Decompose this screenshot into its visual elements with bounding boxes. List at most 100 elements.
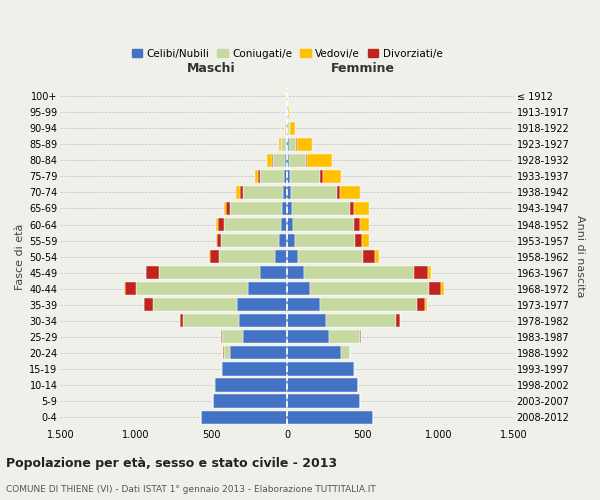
Bar bbox=[221, 362, 222, 376]
Bar bbox=[136, 282, 248, 296]
Bar bbox=[287, 314, 326, 328]
Bar bbox=[306, 154, 307, 167]
Bar bbox=[213, 394, 287, 407]
Bar bbox=[287, 106, 288, 119]
Bar bbox=[287, 170, 290, 183]
Bar bbox=[287, 330, 329, 344]
Bar bbox=[320, 170, 323, 183]
Bar bbox=[284, 170, 287, 183]
Bar bbox=[425, 298, 427, 312]
Bar bbox=[218, 218, 224, 231]
Bar bbox=[414, 266, 428, 280]
Bar bbox=[146, 266, 158, 280]
Bar bbox=[288, 122, 290, 135]
Bar bbox=[304, 266, 414, 280]
Bar bbox=[355, 202, 370, 215]
Bar bbox=[282, 202, 287, 215]
Y-axis label: Anni di nascita: Anni di nascita bbox=[575, 216, 585, 298]
Bar bbox=[224, 218, 281, 231]
Bar bbox=[353, 218, 359, 231]
Bar bbox=[396, 314, 400, 328]
Bar bbox=[287, 362, 353, 376]
Bar bbox=[285, 154, 287, 167]
Bar bbox=[209, 250, 210, 263]
Bar bbox=[210, 250, 219, 263]
Text: Femmine: Femmine bbox=[331, 62, 395, 76]
Bar bbox=[290, 122, 295, 135]
Bar bbox=[268, 154, 272, 167]
Bar bbox=[289, 138, 296, 151]
Bar bbox=[287, 234, 295, 247]
Bar bbox=[221, 330, 222, 344]
Bar bbox=[158, 266, 260, 280]
Bar bbox=[224, 346, 230, 360]
Bar bbox=[281, 138, 286, 151]
Bar bbox=[243, 330, 287, 344]
Bar bbox=[152, 298, 237, 312]
Bar bbox=[362, 250, 375, 263]
Bar bbox=[287, 218, 293, 231]
Bar bbox=[287, 298, 320, 312]
Bar bbox=[326, 314, 396, 328]
Bar bbox=[297, 138, 312, 151]
Bar bbox=[281, 218, 287, 231]
Bar bbox=[230, 202, 282, 215]
Bar bbox=[359, 330, 361, 344]
Bar bbox=[353, 362, 355, 376]
Bar bbox=[286, 138, 287, 151]
Text: Popolazione per età, sesso e stato civile - 2013: Popolazione per età, sesso e stato civil… bbox=[6, 458, 337, 470]
Bar bbox=[222, 330, 243, 344]
Bar bbox=[287, 138, 289, 151]
Bar bbox=[287, 250, 298, 263]
Bar bbox=[226, 202, 230, 215]
Bar bbox=[337, 186, 340, 199]
Bar bbox=[350, 202, 355, 215]
Bar bbox=[287, 394, 359, 407]
Bar bbox=[359, 218, 370, 231]
Bar bbox=[219, 250, 275, 263]
Bar bbox=[239, 314, 287, 328]
Bar bbox=[183, 314, 239, 328]
Bar bbox=[295, 234, 355, 247]
Bar bbox=[224, 202, 226, 215]
Bar bbox=[144, 298, 152, 312]
Bar bbox=[320, 298, 417, 312]
Bar bbox=[329, 330, 359, 344]
Bar bbox=[279, 234, 287, 247]
Bar bbox=[243, 186, 283, 199]
Bar bbox=[125, 282, 136, 296]
Bar bbox=[260, 170, 284, 183]
Bar bbox=[180, 314, 183, 328]
Bar bbox=[292, 202, 350, 215]
Bar bbox=[236, 186, 240, 199]
Bar bbox=[293, 218, 353, 231]
Bar bbox=[286, 122, 287, 135]
Bar bbox=[341, 346, 350, 360]
Bar bbox=[275, 250, 287, 263]
Bar bbox=[291, 186, 337, 199]
Bar bbox=[221, 234, 279, 247]
Bar bbox=[296, 138, 297, 151]
Bar bbox=[240, 186, 243, 199]
Bar bbox=[429, 282, 441, 296]
Bar bbox=[215, 234, 217, 247]
Bar bbox=[441, 282, 444, 296]
Bar bbox=[290, 170, 320, 183]
Bar bbox=[307, 154, 332, 167]
Bar bbox=[298, 250, 362, 263]
Bar bbox=[362, 234, 370, 247]
Bar bbox=[428, 266, 431, 280]
Bar bbox=[287, 266, 304, 280]
Bar bbox=[323, 170, 341, 183]
Bar bbox=[287, 346, 341, 360]
Bar bbox=[289, 154, 306, 167]
Bar bbox=[417, 298, 425, 312]
Bar bbox=[217, 218, 218, 231]
Bar bbox=[310, 282, 429, 296]
Bar bbox=[272, 154, 285, 167]
Bar bbox=[287, 282, 310, 296]
Bar bbox=[287, 186, 291, 199]
Bar bbox=[285, 122, 286, 135]
Bar bbox=[256, 170, 259, 183]
Bar bbox=[288, 106, 289, 119]
